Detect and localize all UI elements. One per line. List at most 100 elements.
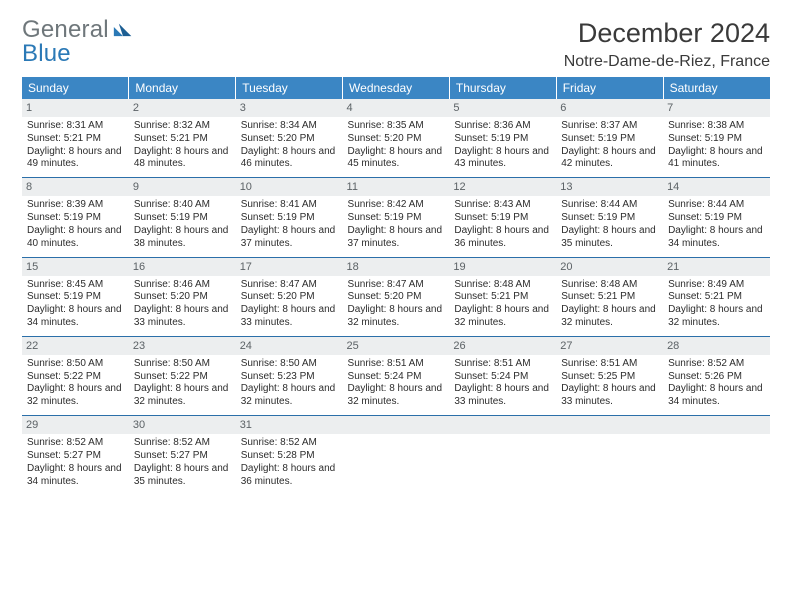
day-header: Friday [556,77,663,99]
calendar-cell: 9Sunrise: 8:40 AMSunset: 5:19 PMDaylight… [129,178,236,257]
calendar-cell: 30Sunrise: 8:52 AMSunset: 5:27 PMDayligh… [129,416,236,495]
daylight-text: Daylight: 8 hours and 34 minutes. [27,304,124,330]
day-number: 27 [556,337,663,355]
day-number: 12 [449,178,556,196]
day-details: Sunrise: 8:51 AMSunset: 5:24 PMDaylight:… [348,358,445,409]
daylight-text: Daylight: 8 hours and 37 minutes. [241,225,338,251]
calendar-cell: 20Sunrise: 8:48 AMSunset: 5:21 PMDayligh… [556,257,663,336]
calendar-cell: 27 Sunrise: 8:51 AMSunset: 5:25 PMDayligh… [556,336,663,415]
sunset-text: Sunset: 5:24 PM [348,371,445,384]
calendar-cell: 18 Sunrise: 8:47 AMSunset: 5:20 PMDayligh… [343,257,450,336]
day-number: 13 [556,178,663,196]
calendar-cell: 22Sunrise: 8:50 AMSunset: 5:22 PMDayligh… [22,336,129,415]
day-number: 26 [449,337,556,355]
day-number: 14 [663,178,770,196]
sunrise-text: Sunrise: 8:44 AM [561,199,658,212]
logo-word-1: General [22,16,109,43]
day-number: 29 [22,416,129,434]
sunrise-text: Sunrise: 8:47 AM [348,279,445,292]
daylight-text: Daylight: 8 hours and 34 minutes. [668,383,765,409]
day-number: 30 [129,416,236,434]
sunrise-text: Sunrise: 8:32 AM [134,120,231,133]
daylight-text: Daylight: 8 hours and 48 minutes. [134,146,231,172]
calendar-cell: 6 Sunrise: 8:37 AMSunset: 5:19 PMDaylight… [556,99,663,178]
sunrise-text: Sunrise: 8:37 AM [561,120,658,133]
day-number: 16 [129,258,236,276]
day-number: 11 [343,178,450,196]
calendar-cell: 21Sunrise: 8:49 AMSunset: 5:21 PMDayligh… [663,257,770,336]
calendar-cell [343,416,450,495]
daylight-text: Daylight: 8 hours and 37 minutes. [348,225,445,251]
day-details: Sunrise: 8:45 AMSunset: 5:19 PMDaylight:… [27,279,124,330]
sunset-text: Sunset: 5:27 PM [134,450,231,463]
day-details: Sunrise: 8:47 AMSunset: 5:20 PMDaylight:… [348,279,445,330]
sunset-text: Sunset: 5:19 PM [241,212,338,225]
day-details: Sunrise: 8:51 AMSunset: 5:25 PMDaylight:… [561,358,658,409]
day-number: 20 [556,258,663,276]
day-details: Sunrise: 8:41 AMSunset: 5:19 PMDaylight:… [241,199,338,250]
day-number [449,416,556,434]
calendar-cell: 28Sunrise: 8:52 AMSunset: 5:26 PMDayligh… [663,336,770,415]
calendar-cell: 8Sunrise: 8:39 AMSunset: 5:19 PMDaylight… [22,178,129,257]
day-number: 3 [236,99,343,117]
sunrise-text: Sunrise: 8:50 AM [241,358,338,371]
day-details: Sunrise: 8:52 AMSunset: 5:26 PMDaylight:… [668,358,765,409]
sunrise-text: Sunrise: 8:51 AM [454,358,551,371]
day-header: Wednesday [343,77,450,99]
day-details: Sunrise: 8:31 AMSunset: 5:21 PMDaylight:… [27,120,124,171]
sunset-text: Sunset: 5:24 PM [454,371,551,384]
sunset-text: Sunset: 5:20 PM [241,133,338,146]
daylight-text: Daylight: 8 hours and 32 minutes. [348,304,445,330]
day-header: Saturday [663,77,770,99]
calendar-cell [556,416,663,495]
day-details: Sunrise: 8:44 AMSunset: 5:19 PMDaylight:… [668,199,765,250]
sunrise-text: Sunrise: 8:39 AM [27,199,124,212]
sunset-text: Sunset: 5:28 PM [241,450,338,463]
day-number: 18 [343,258,450,276]
day-details: Sunrise: 8:37 AMSunset: 5:19 PMDaylight:… [561,120,658,171]
day-details: Sunrise: 8:35 AMSunset: 5:20 PMDaylight:… [348,120,445,171]
calendar-cell: 31Sunrise: 8:52 AMSunset: 5:28 PMDayligh… [236,416,343,495]
day-details: Sunrise: 8:50 AMSunset: 5:22 PMDaylight:… [27,358,124,409]
day-details: Sunrise: 8:34 AMSunset: 5:20 PMDaylight:… [241,120,338,171]
day-number [343,416,450,434]
calendar-cell: 7Sunrise: 8:38 AMSunset: 5:19 PMDaylight… [663,99,770,178]
sunrise-text: Sunrise: 8:51 AM [348,358,445,371]
calendar-cell: 4Sunrise: 8:35 AMSunset: 5:20 PMDaylight… [343,99,450,178]
sunset-text: Sunset: 5:19 PM [27,212,124,225]
page-header: GeneralBlue December 2024 Notre-Dame-de-… [22,18,770,71]
sunset-text: Sunset: 5:19 PM [561,133,658,146]
sunset-text: Sunset: 5:20 PM [134,291,231,304]
calendar-cell: 16 Sunrise: 8:46 AMSunset: 5:20 PMDayligh… [129,257,236,336]
day-header: Sunday [22,77,129,99]
day-number: 2 [129,99,236,117]
sunset-text: Sunset: 5:20 PM [241,291,338,304]
sunset-text: Sunset: 5:19 PM [668,212,765,225]
day-number: 8 [22,178,129,196]
sunrise-text: Sunrise: 8:48 AM [561,279,658,292]
day-number: 24 [236,337,343,355]
calendar-row: 8Sunrise: 8:39 AMSunset: 5:19 PMDaylight… [22,178,770,257]
daylight-text: Daylight: 8 hours and 36 minutes. [454,225,551,251]
daylight-text: Daylight: 8 hours and 33 minutes. [134,304,231,330]
day-number: 9 [129,178,236,196]
calendar-cell: 10 Sunrise: 8:41 AMSunset: 5:19 PMDayligh… [236,178,343,257]
sunrise-text: Sunrise: 8:44 AM [668,199,765,212]
calendar-page: GeneralBlue December 2024 Notre-Dame-de-… [0,0,792,612]
calendar-row: 15Sunrise: 8:45 AMSunset: 5:19 PMDayligh… [22,257,770,336]
day-number: 5 [449,99,556,117]
logo: GeneralBlue [22,18,133,66]
day-number: 6 [556,99,663,117]
sunrise-text: Sunrise: 8:42 AM [348,199,445,212]
daylight-text: Daylight: 8 hours and 38 minutes. [134,225,231,251]
daylight-text: Daylight: 8 hours and 35 minutes. [561,225,658,251]
title-block: December 2024 Notre-Dame-de-Riez, France [564,18,770,71]
calendar-cell: 23Sunrise: 8:50 AMSunset: 5:22 PMDayligh… [129,336,236,415]
day-number: 1 [22,99,129,117]
daylight-text: Daylight: 8 hours and 32 minutes. [27,383,124,409]
calendar-cell: 19Sunrise: 8:48 AMSunset: 5:21 PMDayligh… [449,257,556,336]
calendar-row: 22Sunrise: 8:50 AMSunset: 5:22 PMDayligh… [22,336,770,415]
sunrise-text: Sunrise: 8:46 AM [134,279,231,292]
day-number: 10 [236,178,343,196]
sunset-text: Sunset: 5:25 PM [561,371,658,384]
